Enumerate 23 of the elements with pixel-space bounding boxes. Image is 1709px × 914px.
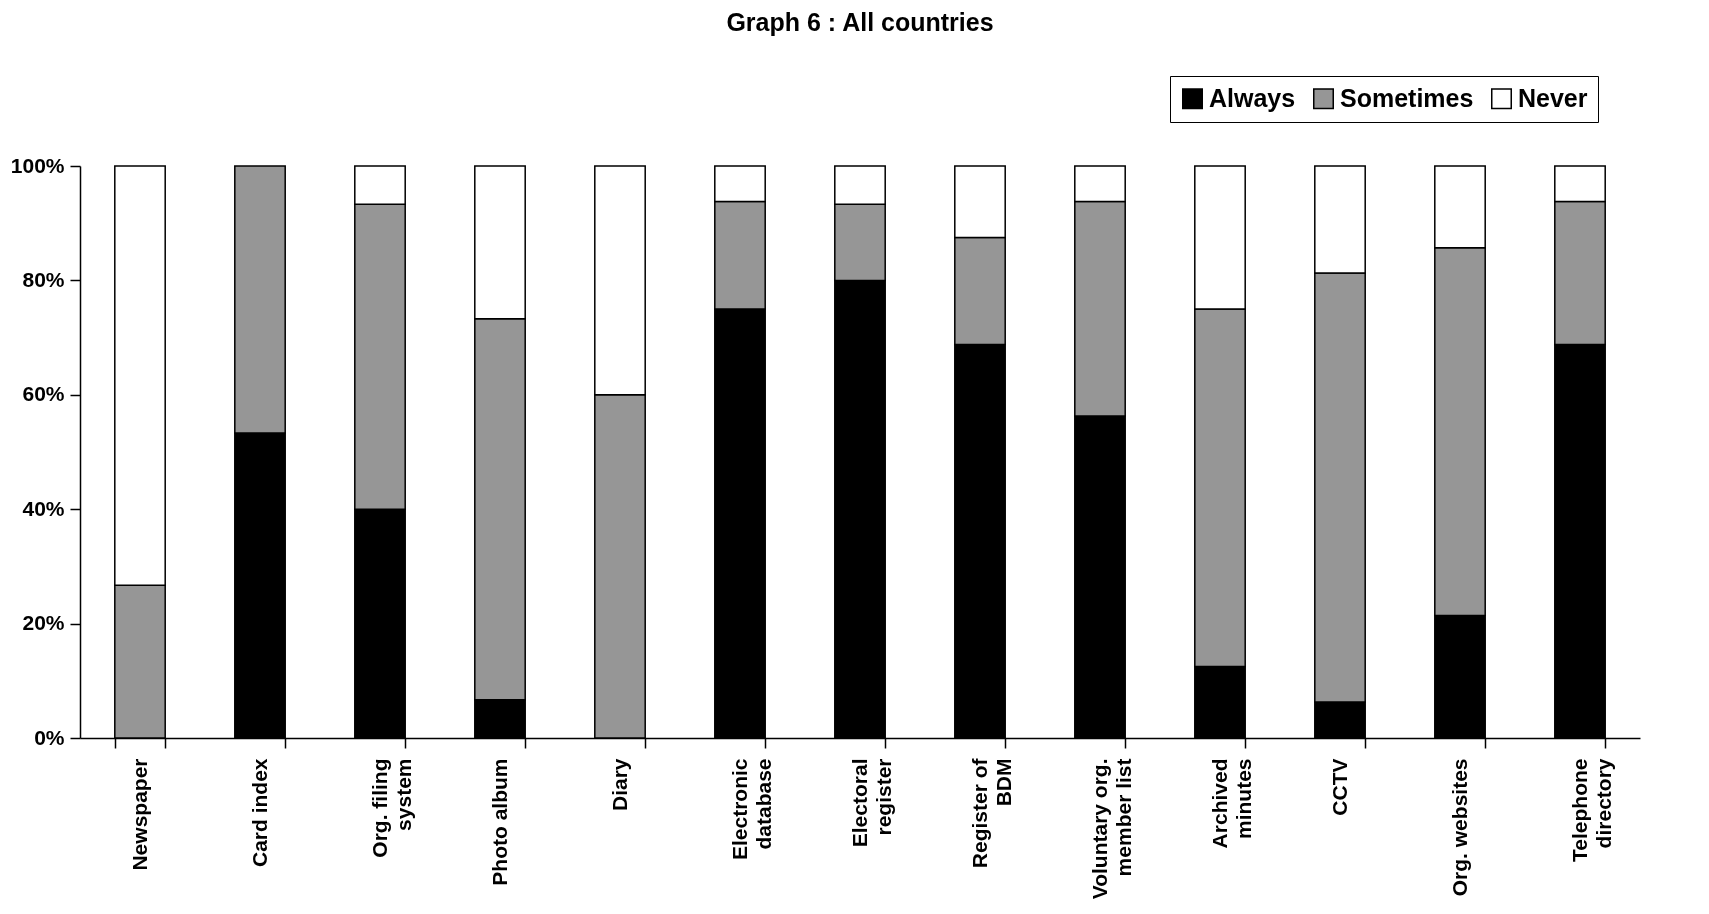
legend-label: Sometimes	[1340, 83, 1474, 112]
y-tick-label: 80%	[22, 267, 65, 291]
chart-title: Graph 6 : All countries	[726, 7, 994, 36]
x-tick-label: Electronic database	[727, 758, 775, 861]
y-tick-label: 0%	[34, 725, 65, 749]
x-tick-label: Org. filing system	[367, 758, 415, 858]
y-tick-label: 100%	[10, 153, 65, 177]
x-tick-label: Photo album	[487, 758, 511, 886]
x-tick-label: Archived minutes	[1207, 758, 1255, 849]
legend-label: Never	[1518, 83, 1588, 112]
legend-label: Always	[1209, 83, 1296, 112]
y-tick-label: 40%	[22, 496, 65, 520]
y-tick-label: 60%	[22, 382, 65, 406]
x-tick-label: Card index	[247, 758, 271, 868]
x-tick-label: Telephone directory	[1567, 758, 1615, 862]
x-tick-label: Diary	[607, 758, 631, 812]
x-tick-label: Org. websites	[1447, 758, 1471, 897]
x-tick-label: CCTV	[1327, 758, 1351, 816]
x-tick-label: Newspaper	[127, 758, 151, 871]
y-tick-label: 20%	[22, 611, 65, 635]
x-tick-label: Electoral register	[847, 758, 895, 848]
x-tick-label: Voluntary org. member list	[1087, 758, 1135, 900]
x-tick-label: Register of BDM	[967, 757, 1015, 869]
